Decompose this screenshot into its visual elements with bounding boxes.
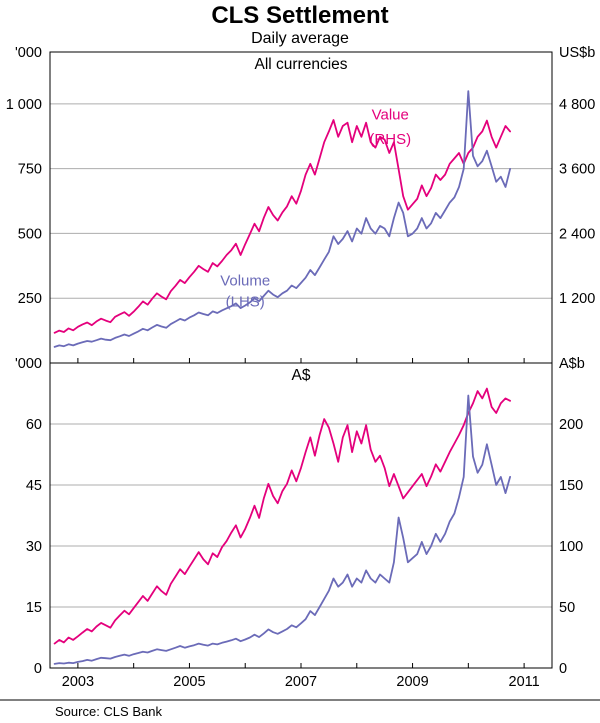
year-label: 2003	[62, 674, 94, 690]
chart-subtitle: Daily average	[251, 30, 349, 47]
series-annotation: (RHS)	[369, 131, 411, 148]
year-label: 2009	[396, 674, 428, 690]
panel-title: A$	[292, 367, 311, 384]
panel-2: 15 30 45 60 50 100 150 200 0 0 '000 A$b A$	[15, 356, 585, 677]
left-tick-label: 500	[18, 226, 42, 242]
left-tick-label: 1 000	[6, 97, 42, 113]
panel-1: 250 500 750 1 000 1 200 2 400 3 600 4 800 '000 US…	[6, 45, 595, 364]
left-tick-label: 15	[26, 600, 42, 616]
series-annotation: Volume	[220, 272, 270, 289]
right-tick-label: 150	[559, 478, 583, 494]
right-tick-label: 3 600	[559, 162, 595, 178]
left-tick-label: 30	[26, 539, 42, 555]
series-annotation: (LHS)	[226, 294, 265, 311]
right-tick-label: 4 800	[559, 97, 595, 113]
right-zero-label: 0	[559, 661, 567, 677]
right-axis-unit: A$b	[559, 356, 585, 372]
panel-title: All currencies	[254, 56, 347, 73]
source-note: Source: CLS Bank	[55, 704, 162, 719]
right-tick-label: 1 200	[559, 291, 595, 307]
left-axis-unit: '000	[15, 45, 42, 61]
right-tick-label: 50	[559, 600, 575, 616]
chart-title: CLS Settlement	[211, 2, 389, 29]
left-tick-label: 250	[18, 291, 42, 307]
right-tick-label: 100	[559, 539, 583, 555]
series-annotation: Value	[372, 106, 409, 123]
left-tick-label: 750	[18, 162, 42, 178]
left-axis-unit: '000	[15, 356, 42, 372]
right-tick-label: 200	[559, 417, 583, 433]
right-tick-label: 2 400	[559, 226, 595, 242]
volume-series-line	[53, 394, 512, 665]
volume-series-line	[53, 90, 512, 348]
value-series-line	[53, 119, 512, 334]
left-tick-label: 45	[26, 478, 42, 494]
panel-border	[49, 51, 553, 364]
value-series-line	[53, 387, 512, 645]
left-zero-label: 0	[34, 661, 42, 677]
year-label: 2007	[285, 674, 317, 690]
year-label: 2005	[173, 674, 205, 690]
left-tick-label: 60	[26, 417, 42, 433]
year-label: 2011	[509, 674, 540, 690]
right-axis-unit: US$b	[559, 45, 595, 61]
